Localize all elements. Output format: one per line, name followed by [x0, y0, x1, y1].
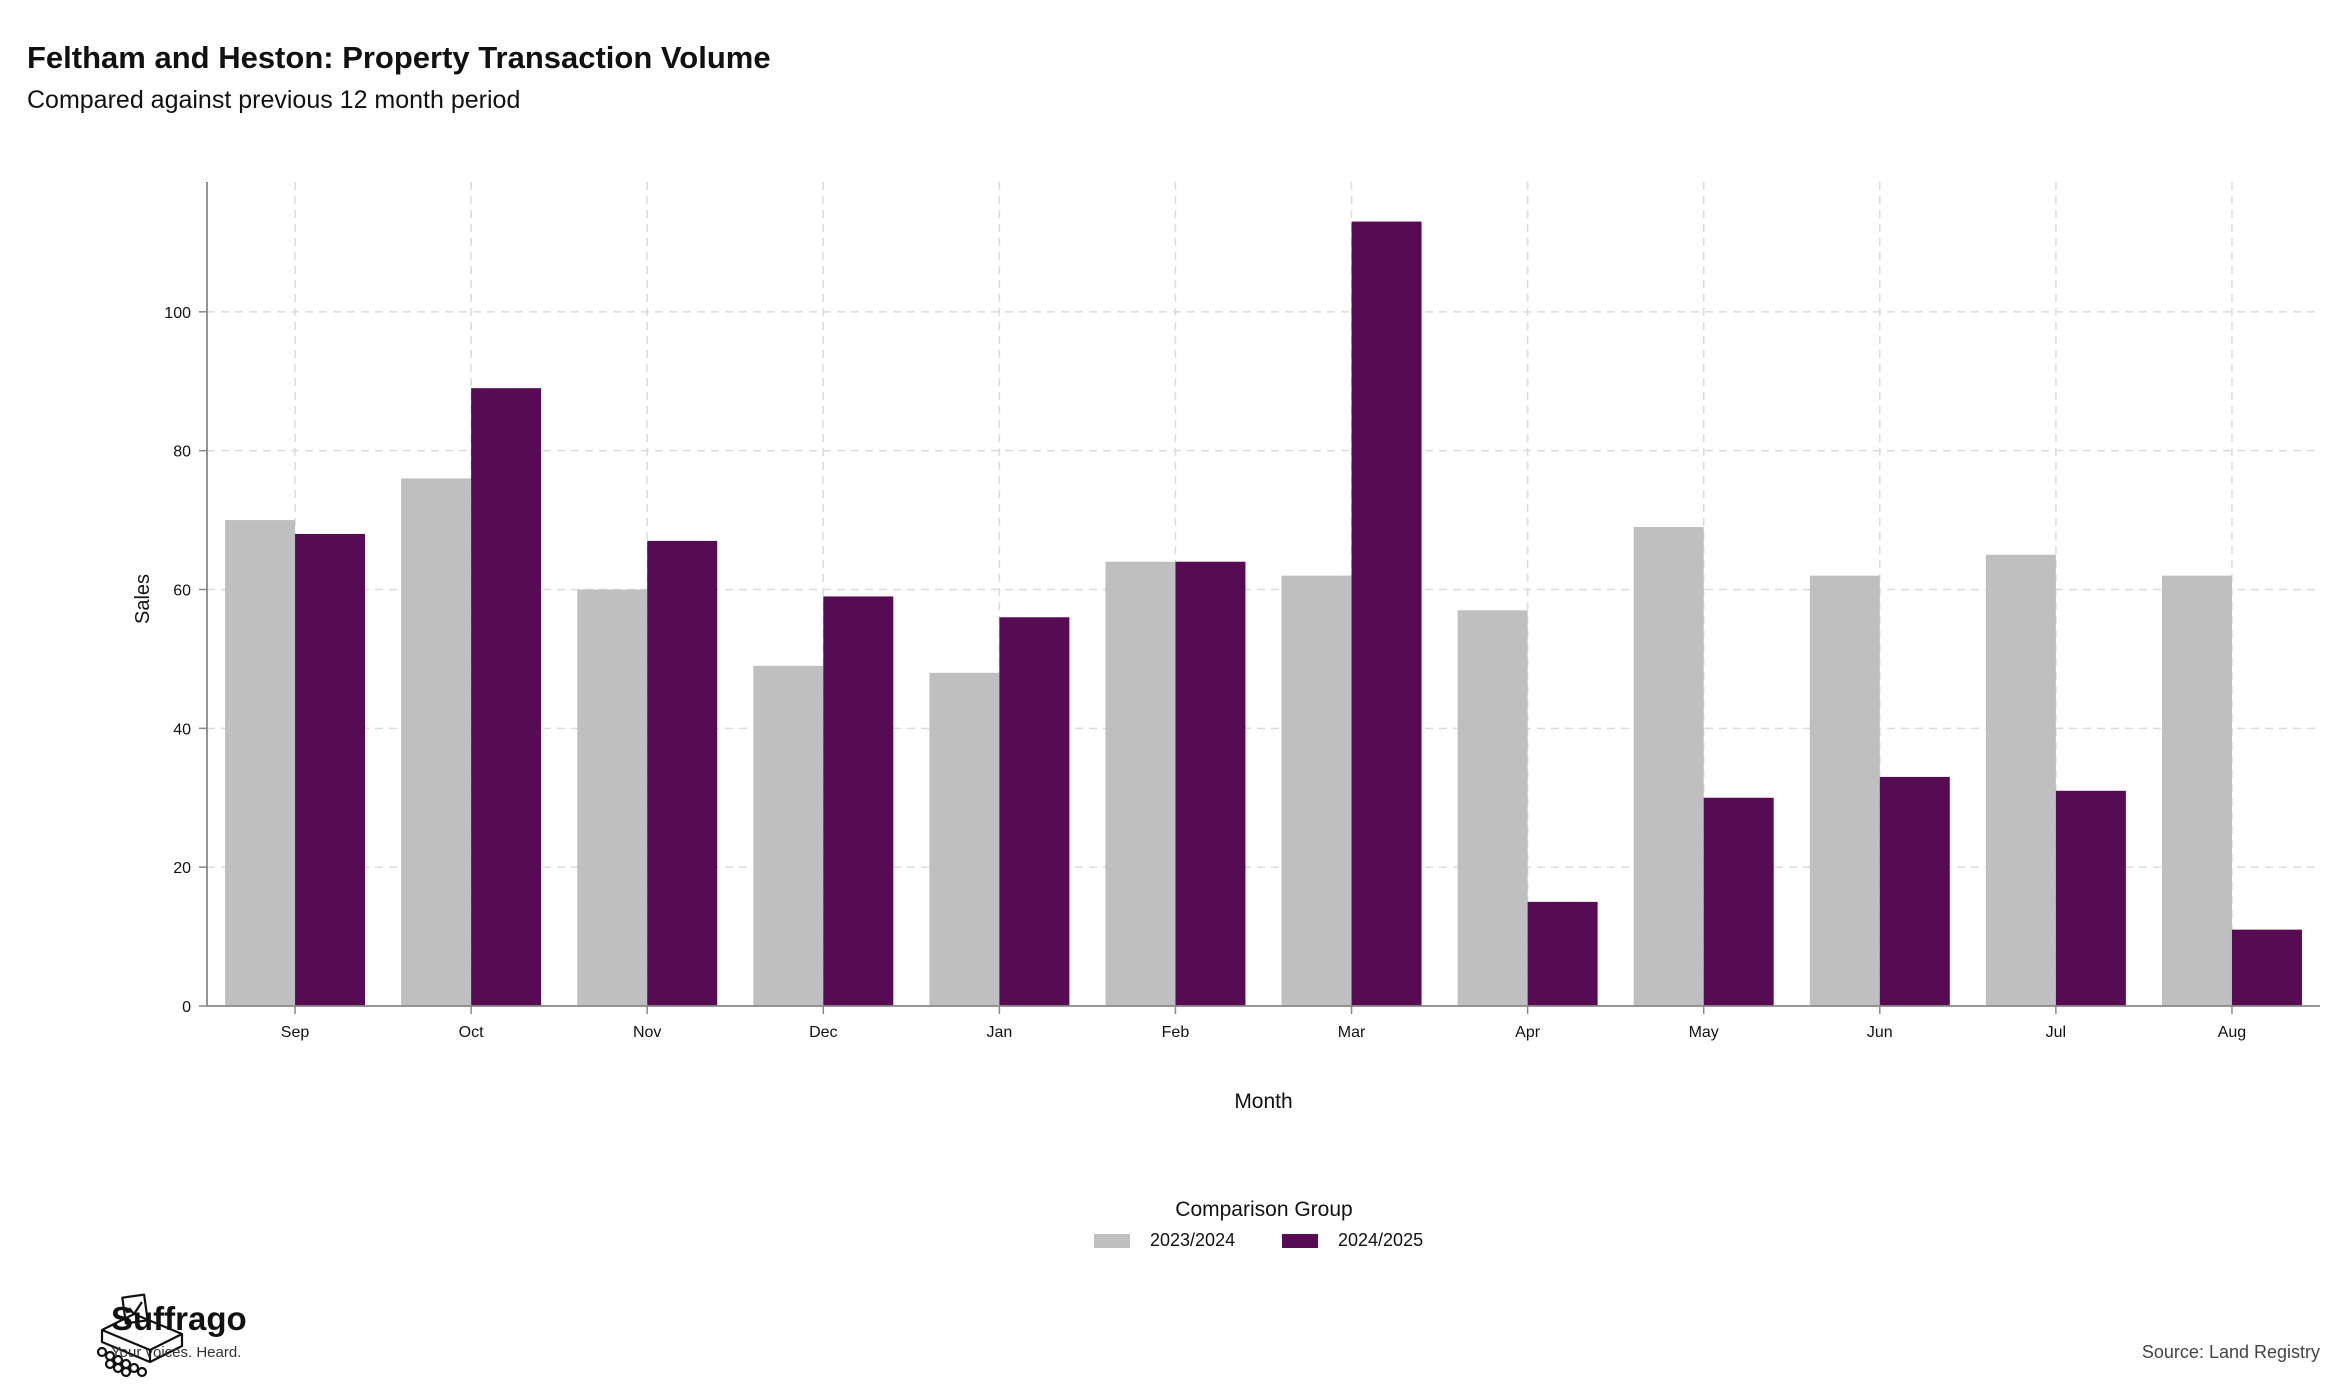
legend-label-2024-2025: 2024/2025 — [1338, 1230, 1424, 1250]
x-tick-label-nov: Nov — [633, 1024, 661, 1041]
x-tick-label-may: May — [1689, 1024, 1719, 1041]
legend-swatch-2024-2025 — [1282, 1233, 1318, 1248]
bar-2023-2024-jan — [929, 672, 1000, 1006]
bar-2024-2025-nov — [647, 540, 718, 1006]
legend-label-2023-2024: 2023/2024 — [1150, 1230, 1236, 1250]
legend-item-2023-2024: 2023/2024 — [1094, 1230, 1235, 1251]
bar-2023-2024-mar — [1281, 575, 1352, 1006]
brand-tagline: Your voices. Heard. — [111, 1344, 242, 1361]
y-tick-label-20: 20 — [173, 860, 191, 877]
source-note: Source: Land Registry — [2141, 1342, 2320, 1362]
bar-2024-2025-sep — [295, 533, 366, 1006]
x-tick-label-jan: Jan — [986, 1024, 1012, 1041]
bar-2024-2025-feb — [1175, 561, 1246, 1006]
bar-2023-2024-feb — [1105, 561, 1176, 1006]
bar-2023-2024-sep — [225, 520, 296, 1006]
bar-2024-2025-jul — [2055, 790, 2126, 1006]
x-tick-label-jul: Jul — [2046, 1024, 2066, 1041]
bar-2023-2024-jul — [1985, 554, 2056, 1006]
x-tick-label-dec: Dec — [809, 1024, 837, 1041]
chart-subtitle: Compared against previous 12 month perio… — [27, 86, 521, 114]
bar-2024-2025-jun — [1879, 776, 1950, 1006]
legend-swatch-2023-2024 — [1094, 1233, 1130, 1248]
x-tick-label-jun: Jun — [1867, 1024, 1893, 1041]
bar-2023-2024-aug — [2161, 575, 2232, 1006]
bar-2024-2025-mar — [1351, 221, 1422, 1006]
x-tick-label-oct: Oct — [459, 1024, 484, 1041]
x-axis-title: Month — [1234, 1090, 1292, 1113]
y-tick-label-40: 40 — [173, 721, 191, 738]
bar-2023-2024-oct — [401, 478, 472, 1006]
bar-2023-2024-dec — [753, 665, 824, 1006]
bar-2024-2025-may — [1703, 797, 1774, 1006]
bar-2023-2024-jun — [1809, 575, 1880, 1006]
y-tick-label-100: 100 — [164, 305, 191, 322]
y-tick-label-0: 0 — [182, 999, 191, 1016]
y-axis-title: Sales — [132, 574, 154, 624]
bar-2024-2025-oct — [471, 388, 542, 1006]
bar-2024-2025-aug — [2231, 929, 2302, 1006]
brand-name: Suffrago — [111, 1300, 247, 1337]
axes — [199, 182, 2320, 1014]
bar-2023-2024-may — [1633, 527, 1704, 1006]
legend-item-2024-2025: 2024/2025 — [1282, 1230, 1423, 1251]
legend-title: Comparison Group — [1175, 1198, 1353, 1221]
tick-labels: 0 20 40 60 80 100 Sep Oct Nov Dec Jan Feb Mar Apr May J… — [132, 305, 2246, 1113]
x-tick-label-feb: Feb — [1162, 1024, 1190, 1041]
bar-2023-2024-apr — [1457, 610, 1528, 1006]
ballot-box-logo-icon — [96, 1293, 184, 1378]
chart-title: Feltham and Heston: Property Transaction… — [27, 40, 771, 75]
bars — [225, 221, 2302, 1006]
x-tick-label-sep: Sep — [281, 1024, 310, 1041]
y-tick-label-80: 80 — [173, 444, 191, 461]
bar-2024-2025-dec — [823, 596, 894, 1006]
bar-2023-2024-nov — [577, 589, 648, 1006]
x-tick-label-mar: Mar — [1338, 1024, 1366, 1041]
y-tick-label-60: 60 — [173, 582, 191, 599]
x-tick-label-aug: Aug — [2218, 1024, 2246, 1041]
bar-2024-2025-jan — [999, 617, 1070, 1006]
bar-2024-2025-apr — [1527, 901, 1598, 1006]
x-tick-label-apr: Apr — [1515, 1024, 1541, 1041]
bar-chart: 0 20 40 60 80 100 Sep Oct Nov Dec Jan Feb Mar Apr May J… — [132, 182, 2320, 1113]
